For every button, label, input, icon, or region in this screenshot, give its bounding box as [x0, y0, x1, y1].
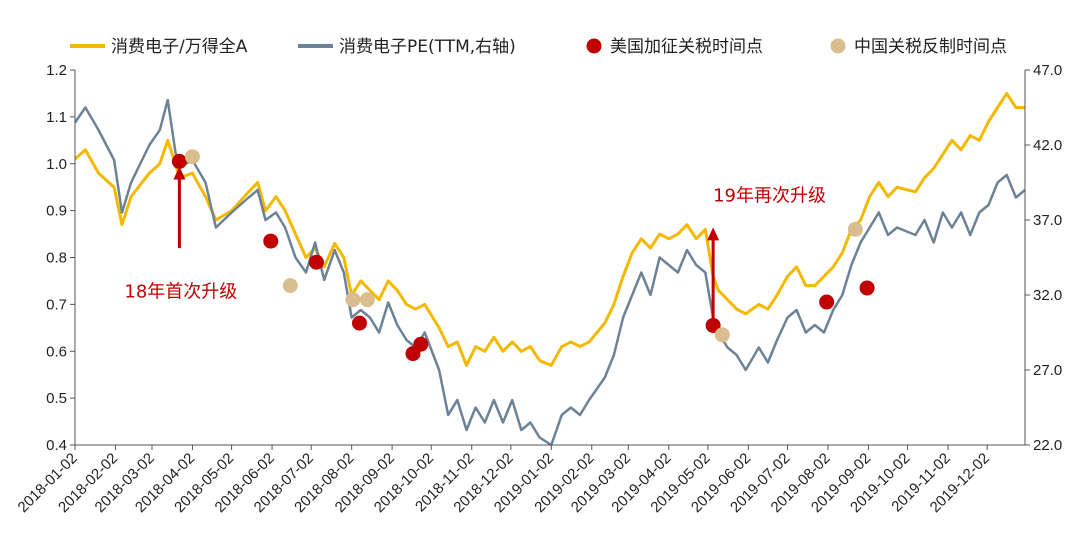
- legend: 消费电子/万得全A 消费电子PE(TTM,右轴) 美国加征关税时间点 中国关税反制时间…: [70, 37, 1007, 57]
- series-layer: [73, 91, 1026, 447]
- y-right-tick-label: 32.0: [1033, 287, 1062, 304]
- y-left-tick-label: 0.9: [46, 203, 67, 220]
- legend-label: 中国关税反制时间点: [854, 37, 1007, 57]
- us-tariff-event-dot: [859, 280, 875, 296]
- event-markers: [171, 149, 875, 362]
- y-right-tick-label: 22.0: [1033, 437, 1062, 454]
- legend-dot-swatch: [586, 38, 602, 54]
- cn-countermeasure-event-dot: [714, 327, 730, 343]
- y-left-tick-label: 1.0: [46, 156, 67, 173]
- cn-countermeasure-event-dot: [847, 221, 863, 237]
- annotation-arrow-head: [173, 166, 186, 180]
- series-line-ratio: [73, 91, 1025, 367]
- annotations: 18年首次升级 19年再次升级: [124, 166, 826, 324]
- annotation-arrow-head: [707, 227, 720, 241]
- legend-dot-swatch: [830, 38, 846, 54]
- legend-label: 消费电子PE(TTM,右轴): [339, 37, 516, 57]
- y-right-tick-label: 47.0: [1033, 62, 1062, 79]
- y-left-tick-label: 0.5: [46, 390, 67, 407]
- y-left-tick-label: 0.4: [46, 437, 67, 454]
- us-tariff-event-dot: [263, 233, 279, 249]
- y-right-tick-label: 42.0: [1033, 137, 1062, 154]
- us-tariff-event-dot: [171, 153, 187, 169]
- legend-label: 消费电子/万得全A: [111, 37, 248, 57]
- legend-label: 美国加征关税时间点: [610, 37, 763, 57]
- cn-countermeasure-event-dot: [282, 278, 298, 294]
- us-tariff-event-dot: [413, 336, 429, 352]
- y-right-tick-label: 27.0: [1033, 362, 1062, 379]
- us-tariff-event-dot: [819, 294, 835, 310]
- annotation-label: 18年首次升级: [124, 281, 237, 302]
- y-left-tick-label: 1.1: [46, 109, 67, 126]
- cn-countermeasure-event-dot: [184, 149, 200, 165]
- cn-countermeasure-event-dot: [345, 292, 361, 308]
- y-left-tick-label: 1.2: [46, 62, 67, 79]
- y-left-tick-label: 0.6: [46, 343, 67, 360]
- annotation-label: 19年再次升级: [713, 185, 826, 206]
- us-tariff-event-dot: [351, 315, 367, 331]
- series-line-pe: [73, 98, 1026, 447]
- y-left-tick-label: 0.7: [46, 296, 67, 313]
- y-right-tick-label: 37.0: [1033, 212, 1062, 229]
- us-tariff-event-dot: [705, 317, 721, 333]
- y-left-tick-label: 0.8: [46, 250, 67, 267]
- cn-countermeasure-event-dot: [359, 292, 375, 308]
- us-tariff-event-dot: [308, 254, 324, 270]
